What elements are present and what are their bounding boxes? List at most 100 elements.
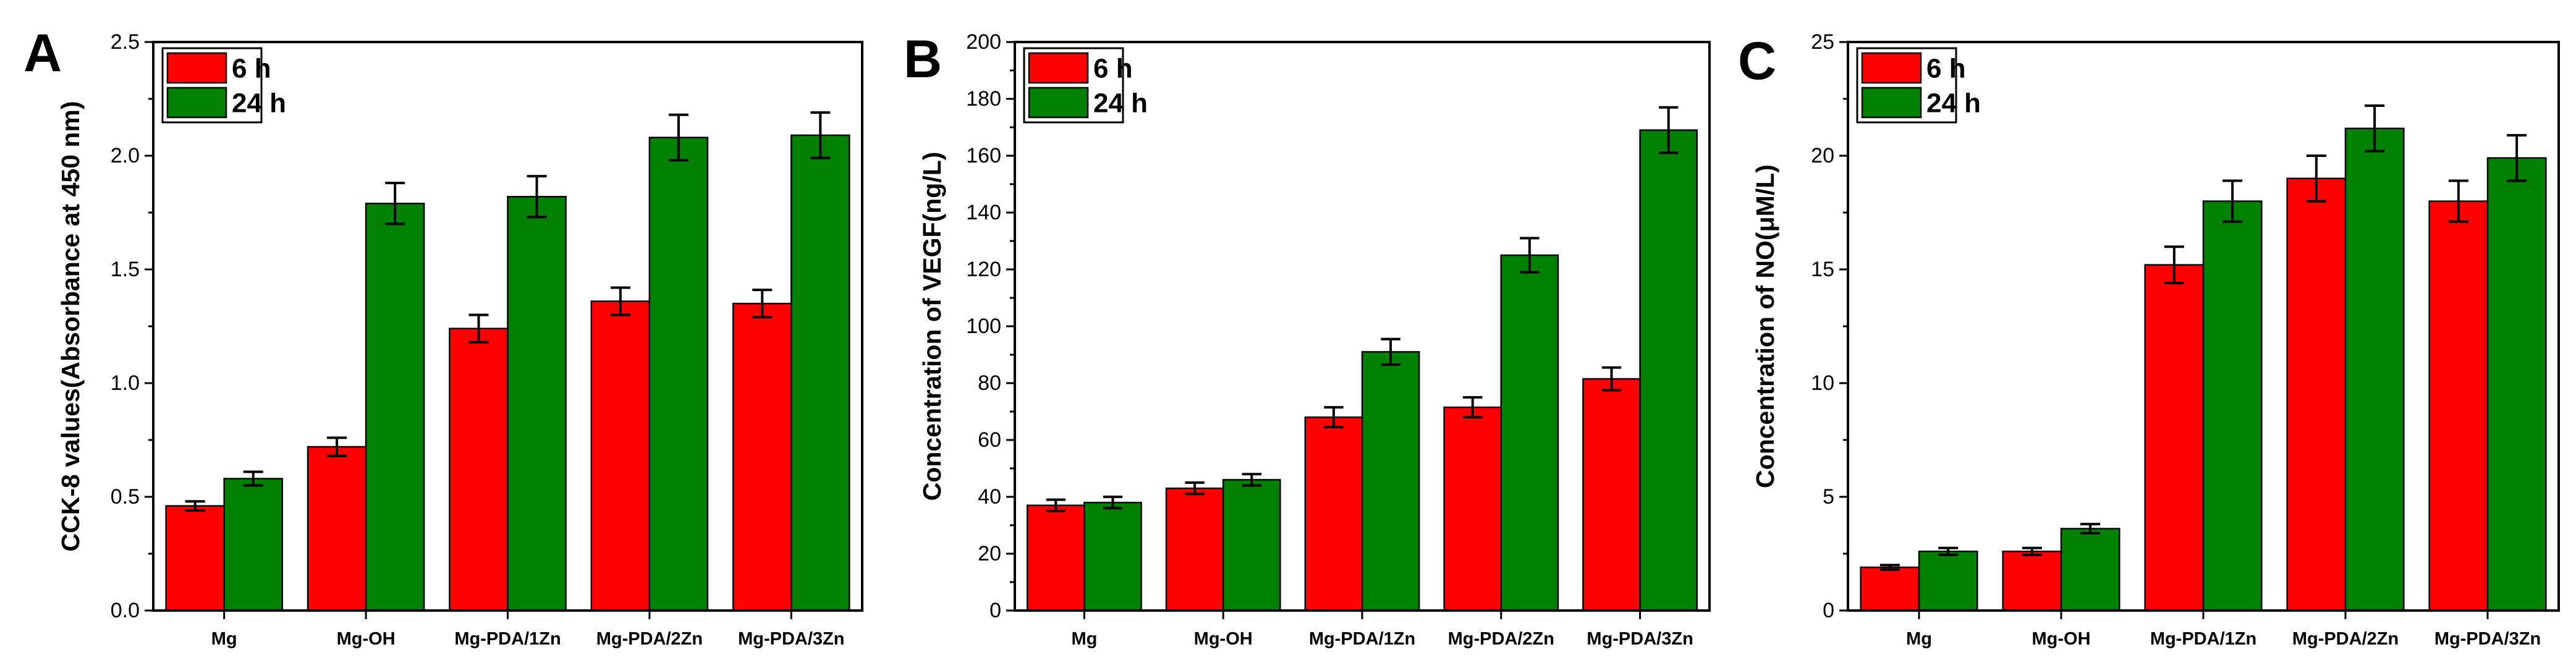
error-bar [2365, 104, 2385, 153]
bar-24h [790, 134, 850, 612]
x-tick-label: Mg [1906, 629, 1932, 649]
legend-label: 24 h [1926, 88, 1981, 119]
y-tick-label: 140 [966, 201, 1001, 224]
legend-swatch-6h [166, 52, 227, 84]
y-tick-label: 60 [978, 428, 1001, 452]
y-tick-label: 2.5 [111, 30, 140, 54]
error-bar [1601, 366, 1622, 392]
error-bar [810, 111, 831, 159]
bar-6h [307, 446, 367, 612]
y-tick-label: 1.5 [111, 258, 140, 281]
bar-24h [648, 137, 709, 612]
bar-24h [507, 195, 567, 612]
legend-swatch-6h [1028, 52, 1089, 84]
x-tick-label: Mg [1071, 629, 1097, 649]
y-tick-label: 1.0 [111, 371, 140, 395]
bar-6h [1443, 406, 1502, 612]
error-bar [327, 436, 347, 457]
bar-6h [1582, 378, 1641, 612]
legend-label: 6 h [1093, 54, 1133, 84]
bar-24h [2344, 127, 2405, 612]
y-tick-label: 20 [1811, 144, 1834, 167]
bar-24h [1500, 254, 1559, 612]
panel-a: A 0.0 0.5 1.0 1.5 2.0 2.5 CCK-8 values(Absorban… [23, 23, 863, 649]
error-bar [2022, 546, 2042, 556]
y-tick-label: 0.0 [111, 599, 140, 622]
bar-24h [1918, 551, 1978, 612]
y-tick-label: 5 [1823, 485, 1834, 509]
bar-24h [1639, 129, 1698, 612]
legend-label: 6 h [232, 54, 271, 84]
error-bar [1659, 106, 1679, 154]
legend-swatch-24h [1028, 87, 1089, 119]
y-tick-label: 2.0 [111, 144, 140, 167]
error-bar [527, 175, 547, 219]
error-bar [1520, 237, 1540, 274]
bar-24h [1361, 351, 1420, 612]
error-bar [1879, 564, 1900, 571]
legend-label: 6 h [1926, 54, 1966, 84]
y-axis-label: Concentration of NO(μM/L) [1751, 164, 1779, 488]
y-tick-label: 10 [1811, 371, 1834, 395]
bar-6h [2002, 551, 2062, 612]
x-tick-label: Mg-PDA/3Zn [2434, 629, 2541, 649]
y-tick-label: 180 [966, 87, 1001, 111]
x-tick-label: Mg-OH [2032, 629, 2090, 649]
x-tick-label: Mg-OH [337, 629, 396, 649]
error-bar [2222, 179, 2243, 223]
bar-24h [223, 478, 284, 612]
error-bar [2448, 179, 2468, 223]
bar-6h [1026, 504, 1085, 612]
y-axis-label: Concentration of VEGF(ng/L) [918, 152, 946, 501]
panel-letter: A [23, 23, 62, 83]
error-bar [2080, 523, 2101, 535]
panel-letter: B [904, 30, 942, 89]
y-axis-label: CCK-8 values(Absorbance at 450 nm) [56, 101, 85, 551]
y-tick-label: 160 [966, 144, 1001, 167]
bar-6h [2144, 264, 2205, 612]
x-tick-label: Mg-PDA/2Zn [2292, 629, 2399, 649]
error-bar [610, 286, 630, 316]
y-tick-label: 15 [1811, 258, 1834, 281]
x-tick-label: Mg-OH [1194, 629, 1253, 649]
y-tick-label: 80 [978, 371, 1001, 395]
y-tick-label: 200 [966, 30, 1001, 54]
panel-c: C 0 5 10 15 20 25 Concentration of NO(μM/L) Mg Mg… [1738, 30, 2560, 649]
legend-swatch-24h [166, 87, 227, 119]
bar-6h [2286, 177, 2347, 612]
error-bar [468, 313, 489, 344]
bar-6h [590, 300, 651, 612]
bar-24h [2060, 528, 2121, 612]
x-tick-label: Mg-PDA/2Zn [596, 629, 703, 649]
panel-b: B 0 20 40 60 80 100 120 140 160 180 200 Concentratio… [904, 30, 1711, 649]
x-tick-label: Mg-PDA/3Zn [738, 629, 844, 649]
y-tick-label: 0 [1823, 599, 1834, 622]
error-bar [1381, 337, 1400, 366]
error-bar [1103, 496, 1123, 510]
plot-frame [1014, 41, 1711, 612]
bar-6h [732, 302, 792, 612]
bar-6h [165, 505, 225, 612]
error-bar [1324, 406, 1344, 429]
legend-label: 24 h [232, 88, 286, 119]
bar-24h [1083, 501, 1142, 612]
x-tick-label: Mg-PDA/1Zn [1309, 629, 1415, 649]
bar-24h [2486, 157, 2547, 612]
error-bar [385, 182, 405, 226]
y-tick-label: 100 [966, 315, 1001, 338]
y-tick-label: 0 [989, 599, 1001, 622]
legend-swatch-24h [1861, 87, 1922, 119]
error-bar [1463, 396, 1483, 419]
error-bar [1938, 546, 1959, 556]
bar-6h [1165, 487, 1224, 612]
error-bar [2507, 133, 2527, 182]
bar-6h [2428, 200, 2489, 612]
x-tick-label: Mg-PDA/1Zn [2150, 629, 2256, 649]
error-bar [2164, 245, 2184, 285]
error-bar [2306, 154, 2326, 203]
error-bar [668, 113, 688, 162]
y-tick-label: 40 [978, 485, 1001, 509]
plot-frame [1847, 41, 2560, 612]
x-tick-label: Mg-PDA/3Zn [1587, 629, 1693, 649]
